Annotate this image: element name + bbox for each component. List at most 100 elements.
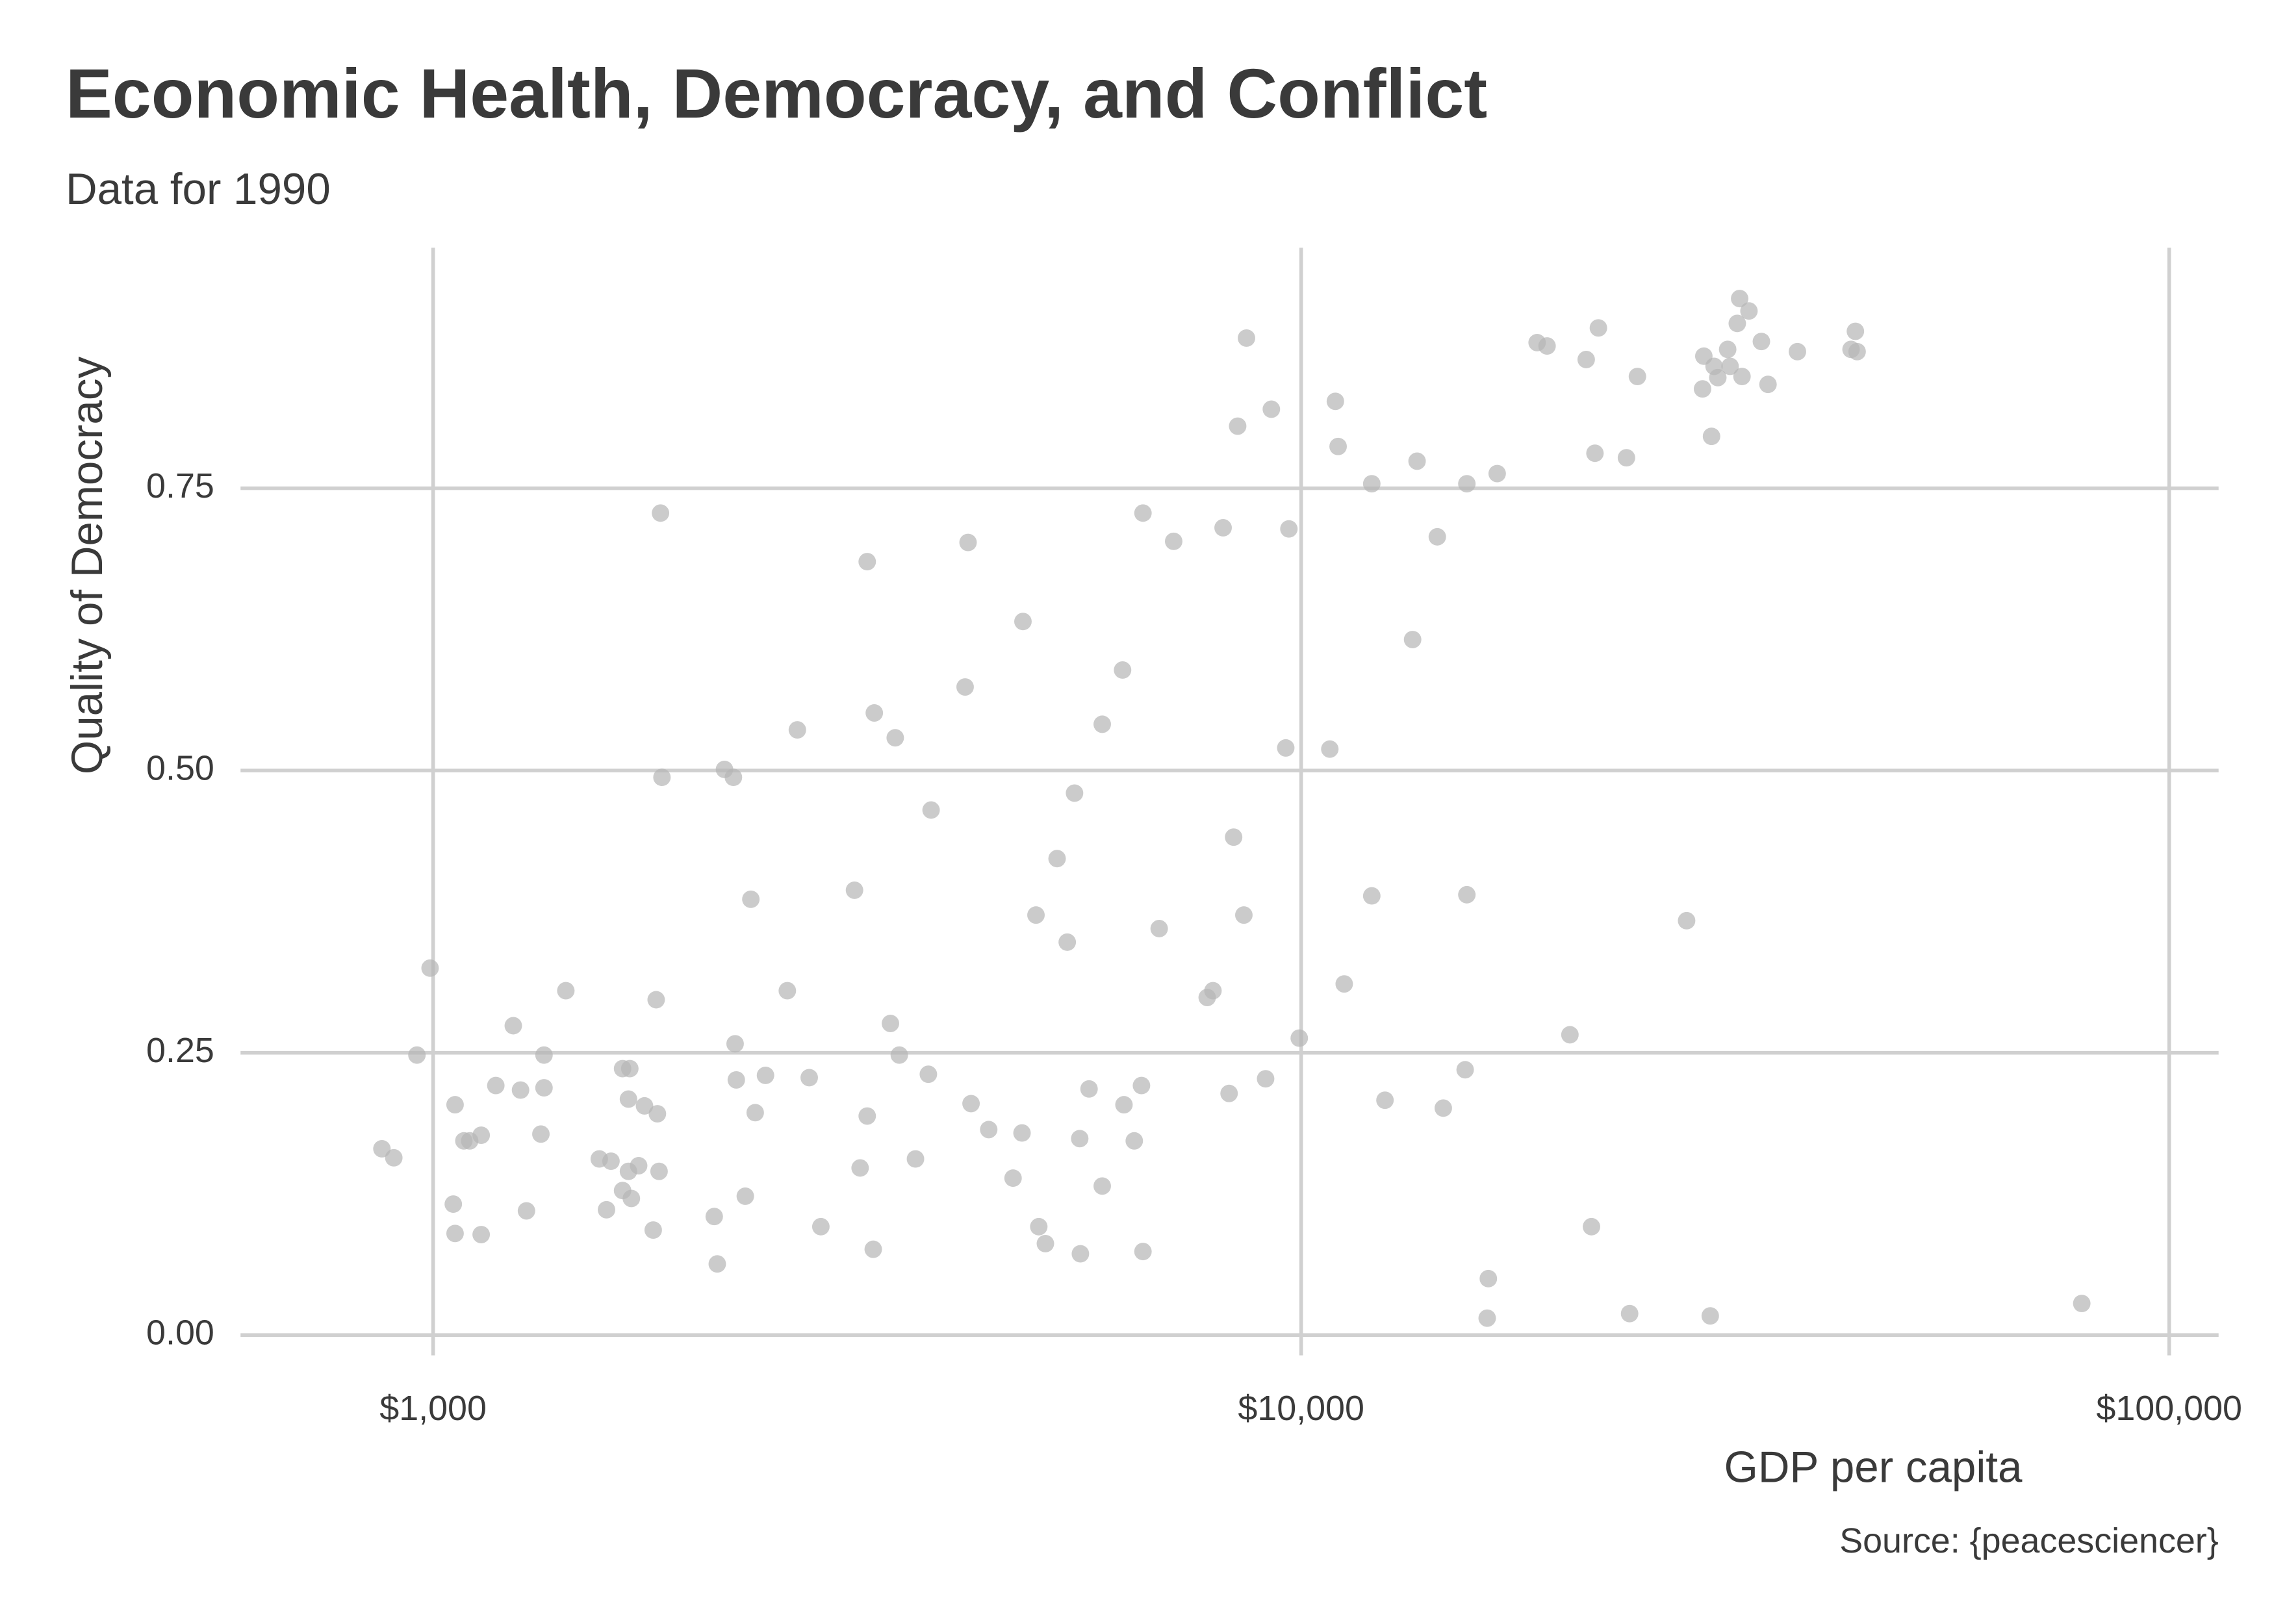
point: [472, 1126, 491, 1145]
point: [906, 1150, 925, 1168]
point: [1290, 1029, 1309, 1047]
point: [446, 1224, 464, 1243]
point: [2073, 1295, 2091, 1313]
point: [598, 1200, 615, 1219]
point: [858, 1107, 876, 1125]
point: [1408, 452, 1426, 470]
point: [890, 1046, 908, 1064]
point: [1036, 1234, 1054, 1252]
point: [1115, 1096, 1133, 1114]
caption: Source: {peacesciencer}: [1839, 1521, 2219, 1560]
point: [1478, 1309, 1496, 1327]
point: [1479, 1269, 1498, 1288]
point: [1376, 1091, 1394, 1110]
grid: [240, 247, 2219, 1356]
point: [408, 1046, 426, 1064]
point: [1204, 982, 1222, 1000]
point: [1709, 368, 1727, 387]
point: [980, 1121, 998, 1139]
point: [1731, 290, 1749, 308]
point: [1759, 375, 1777, 394]
point: [865, 704, 884, 722]
y-axis-label: Quality of Democracy: [63, 357, 112, 775]
point: [1277, 739, 1295, 757]
point: [746, 1104, 764, 1122]
point: [630, 1157, 648, 1174]
point: [1014, 613, 1032, 631]
point: [919, 1065, 938, 1084]
point: [1071, 1130, 1089, 1148]
point: [1071, 1245, 1090, 1263]
point: [1321, 740, 1339, 758]
point: [1702, 427, 1720, 446]
point: [635, 1097, 654, 1115]
point: [1789, 342, 1806, 361]
point: [1262, 400, 1281, 418]
x-tick-label: $100,000: [2096, 1389, 2242, 1428]
y-tick-label: 0.75: [146, 466, 214, 505]
point: [851, 1159, 869, 1177]
y-tick-label: 0.00: [146, 1313, 214, 1352]
point: [650, 1162, 668, 1180]
point: [472, 1226, 491, 1243]
point: [959, 533, 977, 552]
point: [956, 678, 974, 696]
point: [421, 959, 439, 977]
point: [864, 1240, 882, 1258]
point: [602, 1152, 620, 1171]
point: [535, 1079, 553, 1097]
point: [648, 1105, 667, 1123]
point: [1048, 850, 1066, 868]
point: [1620, 1304, 1639, 1323]
point: [858, 553, 876, 571]
point: [1132, 1076, 1151, 1095]
point: [1740, 302, 1758, 320]
point: [1678, 911, 1696, 930]
point: [1848, 342, 1866, 361]
point: [1428, 527, 1446, 546]
point: [1326, 392, 1344, 411]
point: [962, 1095, 980, 1113]
point: [1093, 715, 1111, 733]
point: [1628, 368, 1646, 386]
point: [1458, 475, 1476, 493]
point: [1150, 920, 1168, 937]
point: [1214, 519, 1232, 537]
point: [557, 982, 575, 1000]
point: [1589, 319, 1607, 337]
point: [1225, 828, 1243, 846]
point: [1335, 975, 1353, 993]
chart-subtitle: Data for 1990: [66, 165, 331, 214]
point: [1693, 380, 1711, 398]
point: [1004, 1169, 1022, 1187]
y-tick-label: 0.50: [146, 748, 214, 787]
point: [1752, 333, 1770, 351]
point: [1577, 351, 1595, 368]
points: [373, 290, 2091, 1327]
point: [778, 982, 797, 1000]
point: [487, 1076, 505, 1095]
point: [1733, 368, 1751, 386]
point: [385, 1148, 403, 1167]
point: [1718, 340, 1737, 359]
point: [882, 1015, 899, 1032]
point: [1362, 475, 1381, 493]
point: [1134, 504, 1152, 522]
point: [736, 1187, 754, 1205]
point: [742, 890, 760, 908]
point: [1488, 464, 1506, 483]
point: [535, 1046, 553, 1064]
point: [1456, 1061, 1474, 1079]
point: [727, 1071, 745, 1089]
point: [1846, 322, 1865, 340]
point: [708, 1255, 726, 1273]
point: [1362, 887, 1381, 905]
point: [1080, 1080, 1098, 1098]
x-axis-label: GDP per capita: [1724, 1443, 2023, 1492]
point: [756, 1066, 774, 1084]
point: [644, 1221, 662, 1239]
point: [1013, 1124, 1031, 1142]
point: [620, 1059, 639, 1078]
point: [1134, 1243, 1152, 1261]
